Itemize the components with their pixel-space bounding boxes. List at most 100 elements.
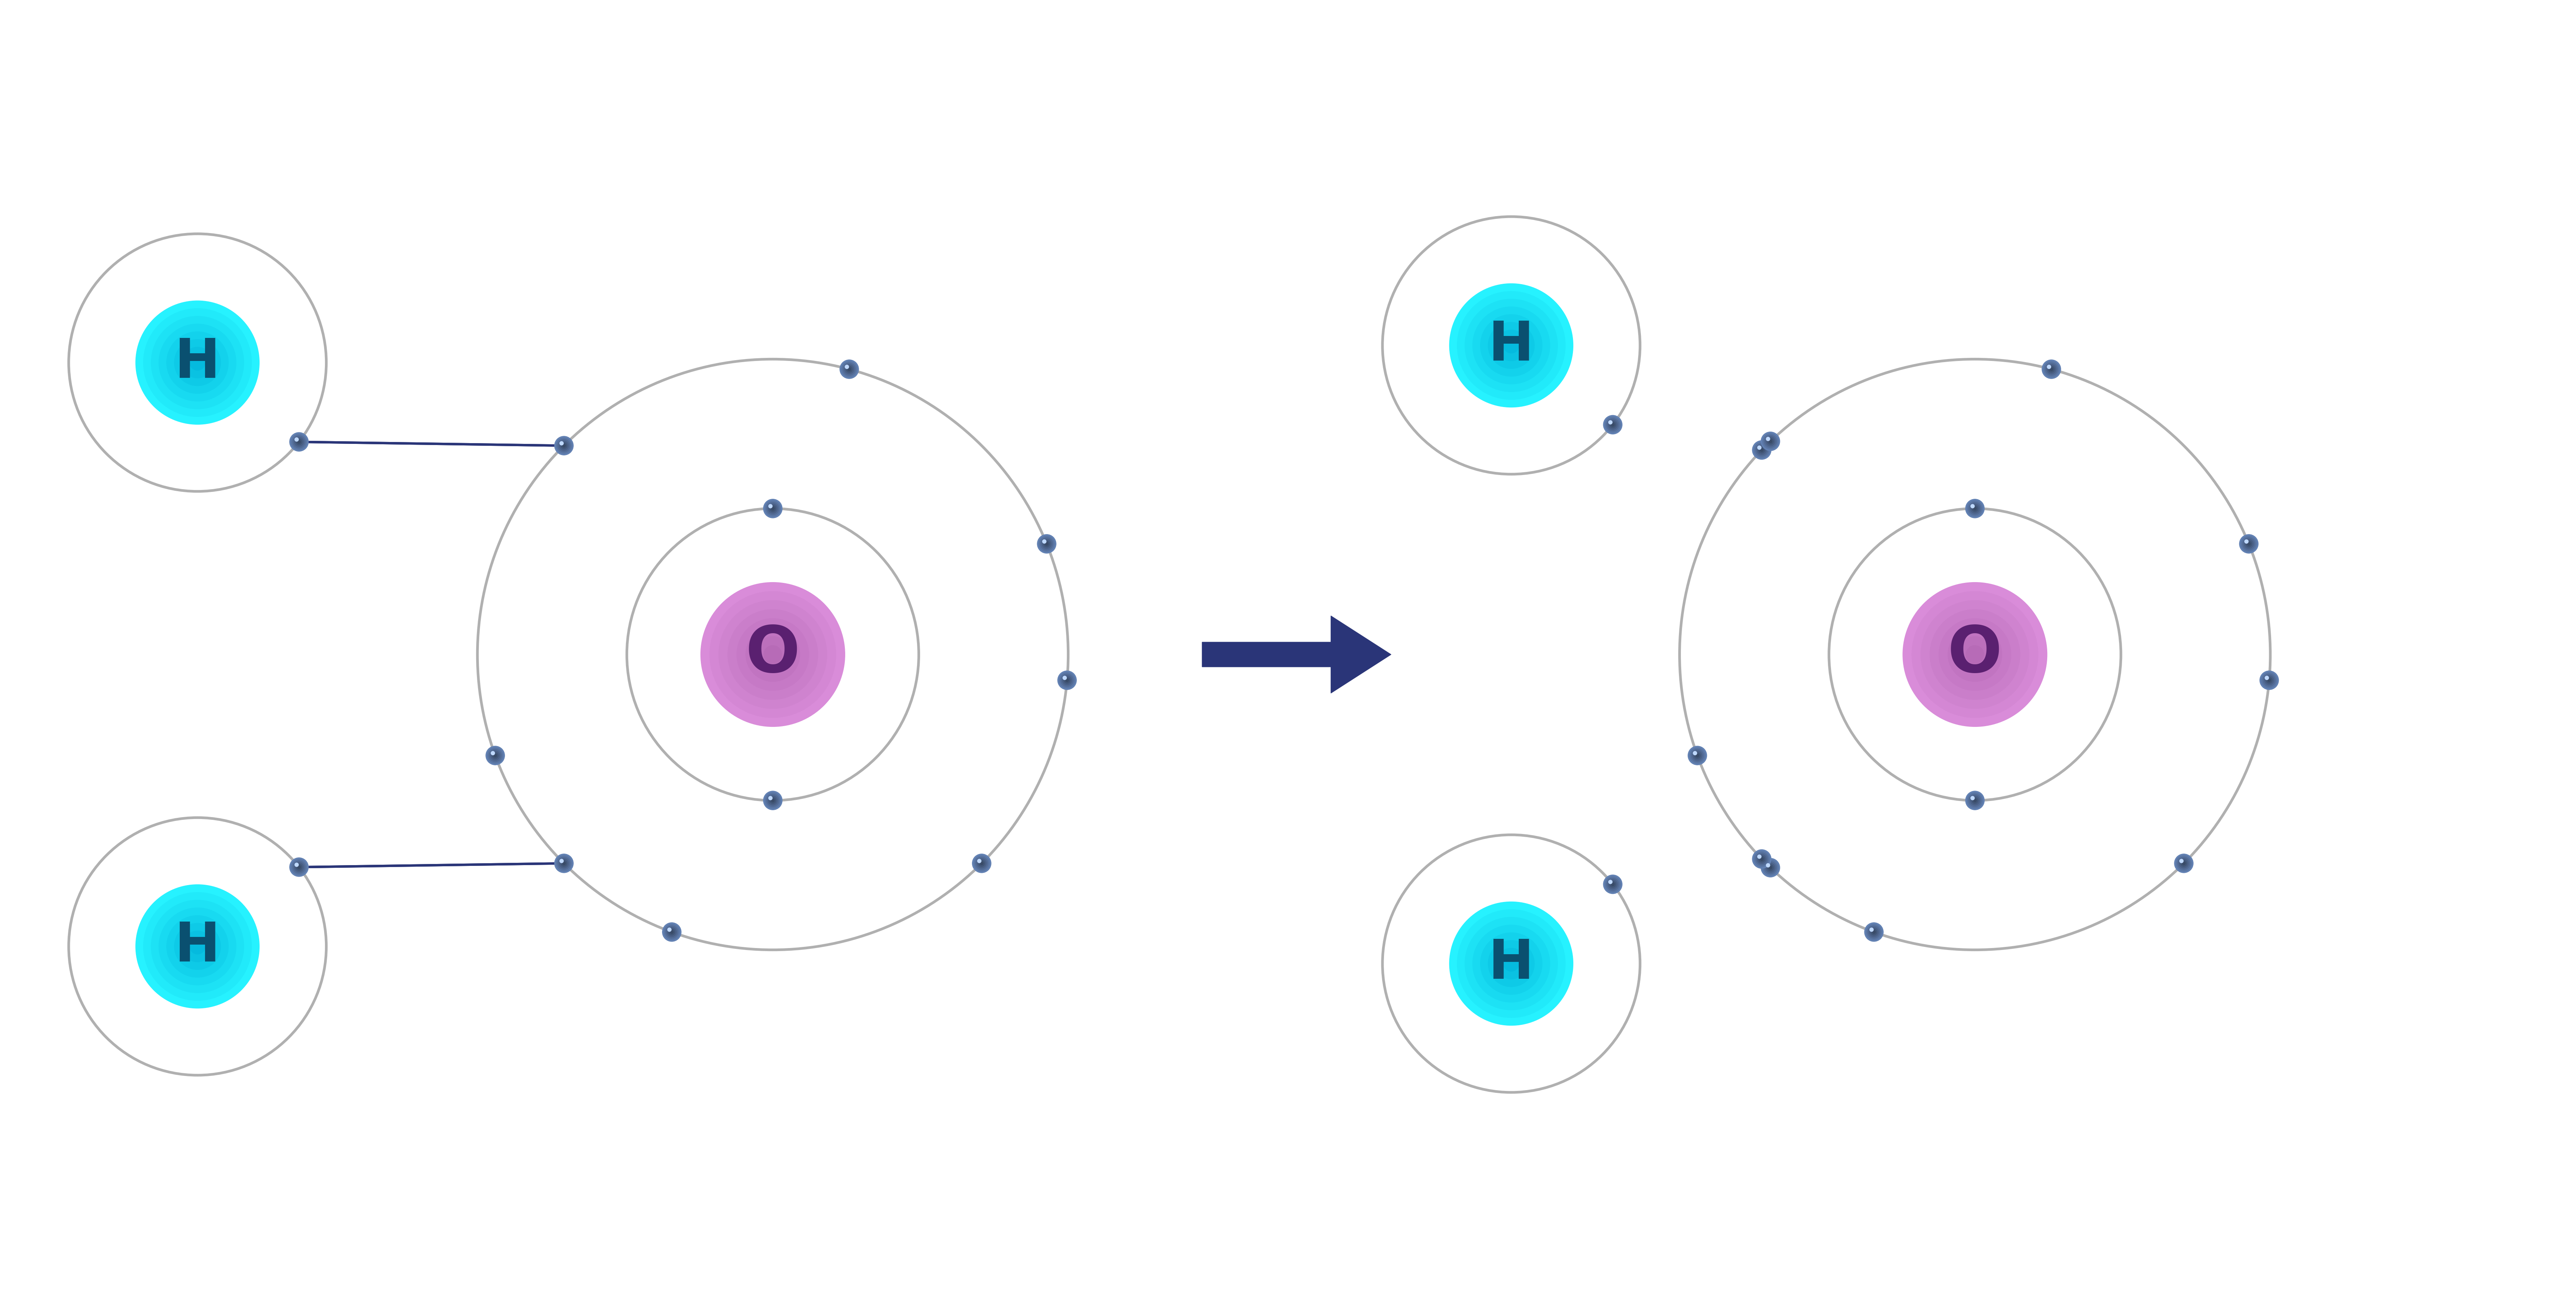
Circle shape bbox=[1754, 852, 1767, 865]
Circle shape bbox=[979, 860, 984, 867]
Circle shape bbox=[708, 592, 835, 717]
Circle shape bbox=[489, 751, 500, 761]
Text: H: H bbox=[175, 336, 219, 389]
Circle shape bbox=[291, 859, 307, 874]
Circle shape bbox=[701, 583, 845, 726]
Circle shape bbox=[1971, 504, 1978, 513]
Circle shape bbox=[191, 939, 206, 954]
Circle shape bbox=[770, 797, 775, 804]
Circle shape bbox=[1971, 797, 1978, 804]
Circle shape bbox=[1767, 864, 1772, 870]
Circle shape bbox=[765, 500, 781, 517]
Circle shape bbox=[2048, 364, 2056, 374]
Circle shape bbox=[1965, 499, 1984, 518]
Circle shape bbox=[1971, 504, 1973, 508]
Circle shape bbox=[1043, 539, 1046, 543]
Circle shape bbox=[1754, 851, 1770, 867]
Circle shape bbox=[845, 367, 853, 372]
Text: H: H bbox=[1489, 318, 1533, 372]
Circle shape bbox=[1061, 675, 1072, 685]
Circle shape bbox=[294, 863, 299, 867]
Circle shape bbox=[562, 861, 567, 865]
Circle shape bbox=[1759, 446, 1765, 453]
Circle shape bbox=[294, 863, 304, 872]
Circle shape bbox=[2043, 360, 2061, 378]
Circle shape bbox=[1450, 284, 1574, 407]
Circle shape bbox=[2048, 367, 2056, 372]
Circle shape bbox=[137, 885, 260, 1008]
Circle shape bbox=[144, 309, 252, 416]
Circle shape bbox=[2182, 860, 2187, 867]
Circle shape bbox=[2241, 535, 2257, 551]
Circle shape bbox=[556, 440, 569, 452]
Circle shape bbox=[1687, 746, 1708, 764]
Circle shape bbox=[1458, 292, 1566, 399]
Circle shape bbox=[559, 859, 564, 863]
Circle shape bbox=[160, 907, 237, 986]
Circle shape bbox=[1690, 747, 1705, 763]
Circle shape bbox=[1605, 416, 1620, 432]
Circle shape bbox=[1929, 610, 2020, 699]
Circle shape bbox=[1607, 420, 1613, 424]
Circle shape bbox=[976, 859, 981, 863]
Circle shape bbox=[294, 436, 307, 448]
Circle shape bbox=[1038, 535, 1054, 551]
Circle shape bbox=[971, 853, 992, 873]
Circle shape bbox=[1610, 881, 1615, 888]
Circle shape bbox=[1968, 503, 1981, 514]
FancyArrow shape bbox=[1203, 615, 1391, 694]
Circle shape bbox=[191, 355, 206, 370]
Text: H: H bbox=[175, 920, 219, 973]
Text: H: H bbox=[1489, 937, 1533, 991]
Circle shape bbox=[1759, 449, 1765, 452]
Circle shape bbox=[1968, 795, 1981, 806]
Circle shape bbox=[1059, 673, 1074, 689]
Circle shape bbox=[1965, 791, 1984, 810]
Circle shape bbox=[1497, 948, 1528, 979]
Circle shape bbox=[1873, 931, 1875, 933]
Circle shape bbox=[556, 857, 569, 869]
Circle shape bbox=[1504, 338, 1520, 353]
Circle shape bbox=[1690, 749, 1703, 762]
Circle shape bbox=[137, 301, 260, 424]
Circle shape bbox=[667, 928, 672, 932]
Circle shape bbox=[665, 924, 680, 940]
Circle shape bbox=[662, 923, 680, 941]
Circle shape bbox=[1041, 539, 1051, 548]
Circle shape bbox=[765, 792, 781, 809]
Circle shape bbox=[2262, 673, 2277, 689]
Circle shape bbox=[562, 442, 567, 449]
Circle shape bbox=[1762, 859, 1780, 877]
Circle shape bbox=[1757, 855, 1762, 859]
Circle shape bbox=[1692, 751, 1703, 761]
Circle shape bbox=[2179, 859, 2184, 863]
Circle shape bbox=[2174, 853, 2192, 873]
Circle shape bbox=[1607, 880, 1618, 889]
Circle shape bbox=[1765, 863, 1775, 872]
Circle shape bbox=[2267, 678, 2272, 682]
Circle shape bbox=[1865, 924, 1883, 940]
Circle shape bbox=[2182, 861, 2184, 865]
Circle shape bbox=[768, 503, 778, 514]
Circle shape bbox=[762, 791, 783, 810]
Circle shape bbox=[2244, 539, 2249, 543]
Circle shape bbox=[1752, 850, 1772, 868]
Circle shape bbox=[2043, 361, 2058, 377]
Circle shape bbox=[768, 796, 778, 805]
Circle shape bbox=[1064, 677, 1069, 683]
Circle shape bbox=[1489, 940, 1535, 987]
Circle shape bbox=[1497, 330, 1528, 361]
Circle shape bbox=[562, 444, 567, 448]
Circle shape bbox=[152, 901, 245, 992]
Circle shape bbox=[1602, 415, 1623, 435]
Circle shape bbox=[1971, 796, 1973, 800]
Circle shape bbox=[556, 437, 572, 453]
Circle shape bbox=[1757, 445, 1767, 454]
Circle shape bbox=[726, 610, 819, 699]
Circle shape bbox=[1765, 437, 1775, 446]
Circle shape bbox=[1064, 675, 1066, 679]
Circle shape bbox=[2239, 534, 2259, 554]
Circle shape bbox=[1473, 925, 1551, 1003]
Circle shape bbox=[487, 747, 502, 763]
Circle shape bbox=[2262, 674, 2275, 686]
